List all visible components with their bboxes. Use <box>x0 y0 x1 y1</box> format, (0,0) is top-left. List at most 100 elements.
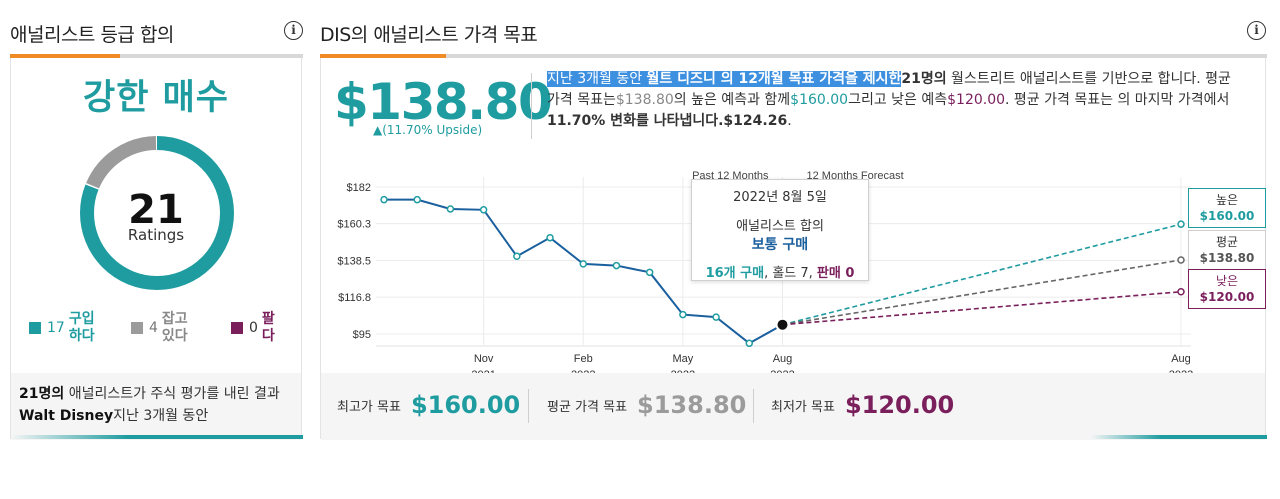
price-point <box>645 268 654 277</box>
footer-high-label: 최고가 목표 <box>337 399 401 415</box>
tooltip-sell: 판매 0 <box>816 266 855 281</box>
price-point <box>546 233 554 242</box>
legend-buy: 17 구입 하다 <box>29 311 103 345</box>
hold-swatch <box>131 322 143 334</box>
low-value: $120.00 <box>1199 290 1255 304</box>
x-tick-year: 2023 <box>1169 369 1193 373</box>
price-point <box>679 310 687 319</box>
upside-indicator: ▲(11.70% Upside) <box>373 123 483 137</box>
divider <box>531 73 532 139</box>
price-point <box>446 205 455 213</box>
tooltip-date: 2022년 8월 5일 <box>733 190 827 205</box>
y-tick-label: $116.8 <box>338 292 371 304</box>
price-point <box>612 261 621 270</box>
y-tick-label: $138.5 <box>337 256 371 268</box>
y-tick-label: $182 <box>347 182 371 194</box>
tooltip-verdict: 보통 구매 <box>751 237 809 253</box>
price-point <box>513 252 521 261</box>
forecast-low-label: 낮은 $120.00 <box>1188 269 1266 309</box>
forecast-avg-label: 평균 $138.80 <box>1188 230 1266 270</box>
x-tick-month: Nov <box>474 353 494 365</box>
forecast-point <box>1177 220 1185 228</box>
high-value: $160.00 <box>1199 209 1255 223</box>
price-point <box>745 339 754 348</box>
forecast-line <box>782 259 1182 326</box>
forecast-high-label: 높은 $160.00 <box>1188 188 1266 228</box>
x-tick-month: May <box>672 353 693 365</box>
high-label: 높은 <box>1215 193 1239 207</box>
footer-period: 지난 3개월 동안 <box>113 408 209 424</box>
price-point <box>579 260 587 268</box>
tooltip-hold: 홀드 7 <box>772 266 809 281</box>
tooltip-buy: 16개 구매 <box>705 266 765 281</box>
consensus-panel-title: 애널리스트 등급 합의 <box>10 24 174 46</box>
hold-count: 4 <box>149 320 158 336</box>
price-target-footer: 최고가 목표 $160.00 평균 가격 목표 $138.80 최저가 목표 $… <box>321 373 1265 440</box>
ratings-label: Ratings <box>127 226 185 244</box>
price-point <box>413 195 421 204</box>
chart-tooltip: 2022년 8월 5일 애널리스트 합의 보통 구매 16개 구매, 홀드 7,… <box>691 179 869 281</box>
ratings-count: 21 <box>128 187 184 233</box>
info-icon[interactable]: i <box>1247 21 1266 40</box>
accent-bar-rest <box>446 54 1267 58</box>
x-tick-year: 2022 <box>671 369 695 373</box>
buy-swatch <box>29 322 41 334</box>
x-tick-month: Aug <box>773 353 793 365</box>
price-target-panel-title: DIS의 애널리스트 가격 목표 <box>320 24 538 46</box>
price-target-card: $138.80 ▲(11.70% Upside) 지난 3개월 동안 월트 디즈… <box>320 54 1267 440</box>
legend-hold: 4 잡고 있다 <box>131 311 196 345</box>
info-icon[interactable]: i <box>284 21 303 40</box>
buy-label: 구입 하다 <box>68 311 95 344</box>
footer-avg-value: $138.80 <box>637 391 747 419</box>
footer-high-value: $160.00 <box>410 391 521 419</box>
analyst-count: 21명의 <box>19 386 65 402</box>
summary-change: 11.70% 변화를 나타냅니다. <box>547 113 724 129</box>
footer-low-label: 최저가 목표 <box>771 399 835 415</box>
tooltip-breakdown: 16개 구매, 홀드 7, 판매 0 <box>705 266 855 281</box>
footer-avg-label: 평균 가격 목표 <box>547 399 628 415</box>
ratings-donut <box>80 136 234 290</box>
footer-high: 최고가 목표 $160.00 <box>337 391 520 419</box>
buy-count: 17 <box>47 320 65 336</box>
sell-swatch <box>231 322 243 334</box>
current-price-marker <box>775 317 790 332</box>
bottom-accent <box>1091 435 1267 439</box>
forecast-point <box>1177 256 1185 264</box>
price-point <box>712 313 720 321</box>
sell-count: 0 <box>249 320 258 336</box>
highlighted-text: 지난 3개월 동안 월트 디즈니 의 12개월 목표 가격을 제시한 <box>547 71 902 87</box>
summary-avg: $138.80 <box>615 92 674 108</box>
divider <box>753 389 754 423</box>
summary-low: $120.00 <box>947 92 1006 108</box>
x-tick-month: Aug <box>1171 353 1191 365</box>
divider <box>528 389 529 423</box>
footer-low-value: $120.00 <box>844 391 955 419</box>
summary-last-price: $124.26 <box>723 113 788 129</box>
buy-segment <box>80 136 234 290</box>
summary-high: $160.00 <box>790 92 849 108</box>
low-label: 낮은 <box>1215 274 1239 288</box>
x-tick-year: 2021 <box>471 369 495 373</box>
x-tick-year: 2022 <box>770 369 794 373</box>
analyst-count: 21명의 <box>901 71 947 87</box>
price-target-summary: 지난 3개월 동안 월트 디즈니 의 12개월 목표 가격을 제시한21명의 월… <box>547 71 1231 129</box>
hold-label: 잡고 있다 <box>161 311 188 344</box>
consensus-footer: 21명의 애널리스트가 주식 평가를 내린 결과 Walt Disney지난 3… <box>11 373 301 440</box>
forecast-point <box>1177 288 1185 296</box>
forecast-line <box>782 223 1182 326</box>
price-point <box>380 195 388 204</box>
tooltip-title: 애널리스트 합의 <box>736 219 824 234</box>
x-tick-year: 2022 <box>571 369 595 373</box>
footer-low: 최저가 목표 $120.00 <box>771 391 954 419</box>
bottom-accent <box>11 435 303 439</box>
accent-bar <box>320 54 446 58</box>
y-tick-label: $160.3 <box>337 219 371 231</box>
accent-bar <box>10 54 120 58</box>
x-tick-month: Feb <box>574 353 593 365</box>
company-name: Walt Disney <box>19 408 114 424</box>
footer-text: 애널리스트가 주식 평가를 내린 결과 <box>64 386 280 402</box>
avg-value: $138.80 <box>1199 251 1255 265</box>
